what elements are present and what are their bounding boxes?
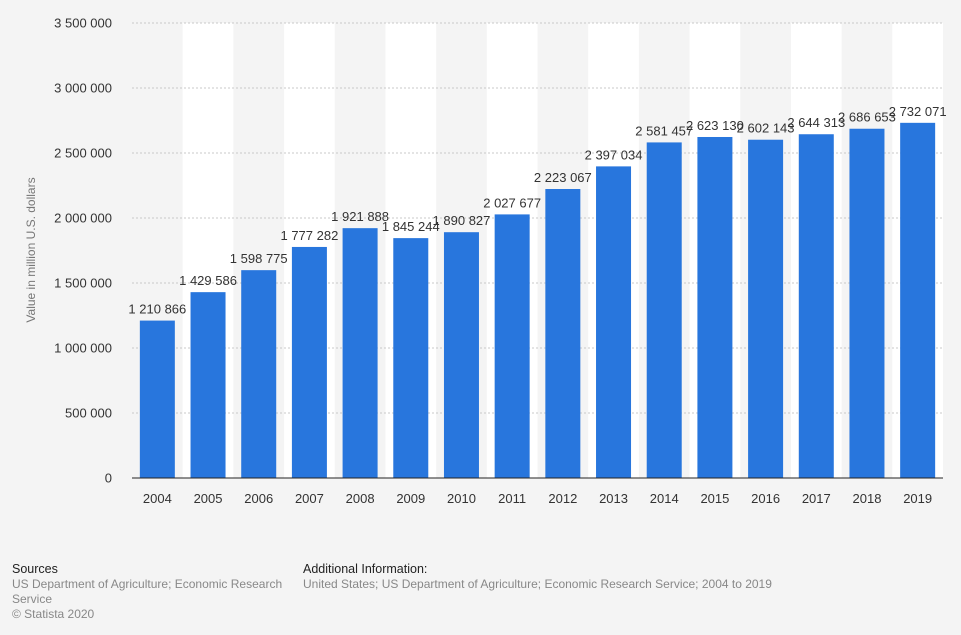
x-tick-label: 2012: [548, 491, 577, 506]
bar[interactable]: [241, 270, 277, 478]
x-axis-ticks: 2004 2005 2006 2007 2008 2009 2010 2011 2012 2013…: [143, 491, 932, 506]
data-label: 1 921 888: [331, 209, 389, 224]
copyright-text: © Statista 2020: [12, 607, 95, 621]
bar[interactable]: [139, 320, 175, 478]
gridlines: [132, 22, 943, 414]
x-tick-label: 2014: [650, 491, 679, 506]
bar[interactable]: [697, 136, 733, 478]
y-tick-label: 2 000 000: [54, 211, 112, 226]
x-tick-label: 2004: [143, 491, 172, 506]
data-label: 2 581 457: [635, 123, 693, 138]
x-tick-label: 2013: [599, 491, 628, 506]
x-tick-label: 2005: [194, 491, 223, 506]
sources-text: US Department of Agriculture; Economic R…: [12, 577, 283, 606]
additional-info-title: Additional Information:: [303, 562, 428, 576]
bar[interactable]: [190, 292, 226, 478]
data-label: 1 845 244: [382, 219, 440, 234]
bar[interactable]: [900, 122, 936, 478]
data-label: 1 598 775: [230, 251, 288, 266]
bar[interactable]: [798, 134, 834, 478]
y-tick-label: 1 500 000: [54, 276, 112, 291]
additional-info-block: Additional Information: United States; U…: [303, 562, 923, 592]
x-tick-label: 2018: [853, 491, 882, 506]
bar[interactable]: [849, 128, 885, 478]
data-label: 1 890 827: [433, 213, 491, 228]
data-labels: 1 210 866 1 429 586 1 598 775 1 777 282 1 92…: [128, 104, 946, 317]
data-label: 1 210 866: [128, 302, 186, 317]
bar[interactable]: [596, 166, 632, 479]
data-label: 2 644 313: [787, 115, 845, 130]
y-tick-label: 3 000 000: [54, 81, 112, 96]
data-label: 2 223 067: [534, 170, 592, 185]
bar-series: [139, 122, 936, 479]
data-label: 2 027 677: [483, 195, 541, 210]
bar[interactable]: [443, 232, 479, 478]
bar[interactable]: [291, 246, 327, 478]
bar[interactable]: [342, 228, 378, 478]
x-tick-label: 2010: [447, 491, 476, 506]
bar[interactable]: [494, 214, 530, 479]
y-tick-label: 3 500 000: [54, 16, 112, 31]
x-tick-label: 2015: [700, 491, 729, 506]
sources-title: Sources: [12, 562, 58, 576]
x-tick-label: 2016: [751, 491, 780, 506]
x-tick-label: 2017: [802, 491, 831, 506]
data-label: 1 429 586: [179, 273, 237, 288]
data-label: 1 777 282: [280, 228, 338, 243]
x-tick-label: 2009: [396, 491, 425, 506]
bar[interactable]: [393, 238, 429, 478]
y-tick-label: 2 500 000: [54, 146, 112, 161]
data-label: 2 686 653: [838, 110, 896, 125]
bar[interactable]: [545, 189, 581, 479]
x-tick-label: 2019: [903, 491, 932, 506]
additional-info-text: United States; US Department of Agricult…: [303, 577, 772, 591]
x-tick-label: 2007: [295, 491, 324, 506]
data-label: 2 397 034: [585, 147, 643, 162]
data-label: 2 732 071: [889, 104, 947, 119]
x-tick-label: 2008: [346, 491, 375, 506]
x-tick-label: 2011: [498, 491, 526, 506]
y-tick-label: 1 000 000: [54, 341, 112, 356]
bar[interactable]: [646, 142, 682, 478]
y-axis-ticks: 0 500 000 1 000 000 1 500 000 2 000 000 2 500…: [54, 16, 112, 486]
bar[interactable]: [748, 139, 784, 478]
sources-block: Sources US Department of Agriculture; Ec…: [12, 562, 297, 622]
data-label: 2 623 130: [686, 118, 744, 133]
y-tick-label: 0: [105, 471, 112, 486]
y-axis-label: Value in million U.S. dollars: [24, 177, 38, 322]
data-label: 2 602 143: [737, 121, 795, 136]
y-tick-label: 500 000: [65, 406, 112, 421]
x-tick-label: 2006: [244, 491, 273, 506]
